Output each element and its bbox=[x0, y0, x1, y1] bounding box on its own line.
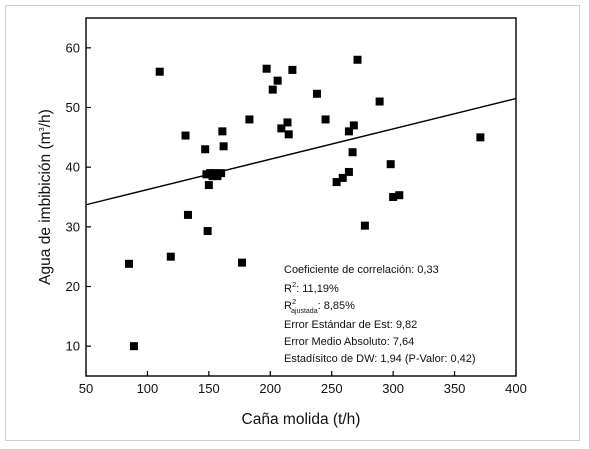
y-tick-label: 40 bbox=[66, 160, 80, 175]
data-point bbox=[155, 67, 164, 76]
y-axis-title-base: Agua de imbibición (m bbox=[37, 131, 54, 284]
stat-dw: Estadísitco de DW: 1,94 (P-Valor: 0,42) bbox=[284, 353, 476, 365]
data-point bbox=[344, 167, 353, 176]
stat-r2adj-sup: 2 bbox=[292, 297, 296, 306]
data-point bbox=[268, 85, 277, 94]
data-point bbox=[288, 65, 297, 74]
x-axis: 50 100 150 200 250 300 350 400 bbox=[79, 371, 527, 396]
x-tick-label: 250 bbox=[321, 381, 343, 396]
data-point bbox=[217, 169, 226, 178]
x-axis-title: Caña molida (t/h) bbox=[242, 411, 361, 428]
data-point bbox=[203, 227, 212, 236]
y-tick-label: 50 bbox=[66, 100, 80, 115]
y-tick-label: 20 bbox=[66, 279, 80, 294]
data-point bbox=[395, 191, 404, 200]
data-point bbox=[349, 121, 358, 130]
stat-r2adj-label: R bbox=[284, 300, 292, 312]
data-point bbox=[348, 148, 357, 157]
data-point bbox=[201, 145, 210, 154]
stats-annotation: Coeficiente de correlación: 0,33 R2: 11,… bbox=[284, 264, 476, 365]
data-point bbox=[338, 173, 347, 182]
x-tick-label: 300 bbox=[382, 381, 404, 396]
y-axis-title-sup: 3 bbox=[37, 127, 46, 131]
data-point bbox=[344, 127, 353, 136]
x-tick-label: 50 bbox=[79, 381, 93, 396]
stat-r2-sup: 2 bbox=[292, 280, 296, 289]
data-point bbox=[353, 55, 362, 64]
data-point bbox=[166, 252, 175, 261]
data-point bbox=[283, 118, 292, 127]
data-point bbox=[476, 133, 485, 142]
data-point bbox=[245, 115, 254, 124]
data-point bbox=[204, 181, 213, 190]
x-tick-label: 400 bbox=[505, 381, 527, 396]
data-point bbox=[262, 64, 271, 73]
data-point bbox=[386, 160, 395, 169]
data-point bbox=[321, 115, 330, 124]
data-point bbox=[125, 259, 133, 268]
data-point bbox=[273, 76, 282, 85]
data-point bbox=[389, 193, 398, 201]
data-point bbox=[312, 89, 321, 98]
stat-r2-value: : 11,19% bbox=[296, 283, 339, 295]
data-point bbox=[129, 342, 138, 351]
figure-frame bbox=[5, 5, 580, 441]
data-points bbox=[125, 55, 485, 351]
y-axis: 10 20 30 40 50 60 bbox=[66, 40, 91, 354]
data-point bbox=[183, 210, 192, 219]
x-tick-label: 200 bbox=[259, 381, 281, 396]
stat-r2-adjusted: R2 ajustada: 8,85% bbox=[284, 297, 355, 315]
data-point bbox=[375, 97, 384, 106]
data-point bbox=[284, 130, 293, 139]
y-axis-title-end: /h) bbox=[37, 109, 54, 127]
x-tick-label: 350 bbox=[444, 381, 466, 396]
data-point bbox=[360, 221, 369, 230]
y-tick-label: 60 bbox=[66, 40, 80, 55]
stat-r2: R2: 11,19% bbox=[284, 280, 339, 295]
data-point bbox=[332, 178, 341, 187]
y-tick-label: 10 bbox=[66, 339, 80, 354]
x-tick-label: 150 bbox=[198, 381, 220, 396]
stat-r2-label: R bbox=[284, 283, 292, 295]
data-point bbox=[181, 131, 190, 140]
data-point bbox=[277, 124, 286, 133]
y-axis-title: Agua de imbibición (m3/h) bbox=[37, 109, 54, 285]
stat-r2adj-value: : 8,85% bbox=[318, 300, 356, 312]
trendline bbox=[85, 97, 517, 206]
data-point bbox=[218, 127, 227, 136]
data-point bbox=[219, 142, 228, 151]
stat-r2adj-sub: ajustada bbox=[291, 308, 318, 315]
x-tick-label: 100 bbox=[137, 381, 159, 396]
plot-area bbox=[85, 17, 517, 377]
stat-correlation: Coeficiente de correlación: 0,33 bbox=[284, 264, 439, 276]
data-point bbox=[238, 258, 247, 267]
stat-std-error: Error Estándar de Est: 9,82 bbox=[284, 319, 417, 331]
y-tick-label: 30 bbox=[66, 219, 80, 234]
stat-mae: Error Medio Absoluto: 7,64 bbox=[284, 336, 414, 348]
